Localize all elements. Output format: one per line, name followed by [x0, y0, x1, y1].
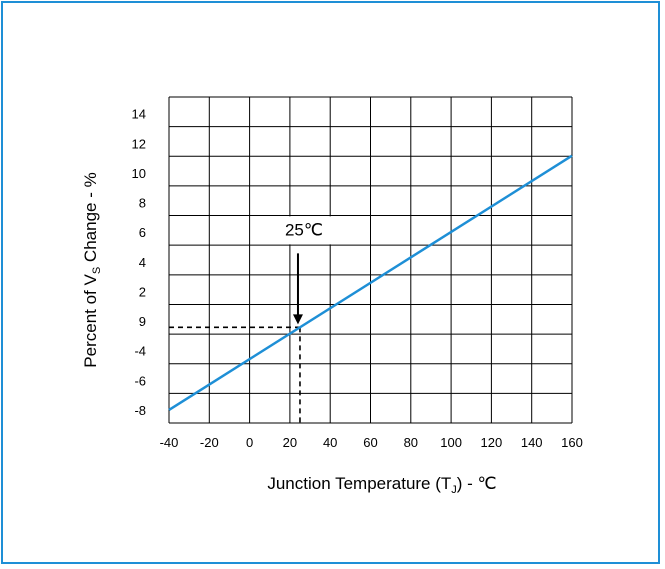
y-tick-label: 9 [139, 314, 146, 329]
annotation-label-background [261, 216, 346, 245]
chart-grid [168, 96, 573, 424]
x-tick-label: 20 [283, 435, 297, 450]
x-tick-label: 160 [561, 435, 583, 450]
y-tick-label: -4 [134, 344, 146, 359]
y-tick-labels: 14 12 10 8 6 4 2 9 -4 -6 -8 [132, 107, 146, 418]
y-tick-label: 6 [139, 225, 146, 240]
x-tick-label: -40 [160, 435, 179, 450]
y-tick-label: -8 [134, 403, 146, 418]
series-line [168, 154, 573, 412]
annotation-arrow-head [292, 314, 303, 325]
y-tick-label: 4 [139, 255, 146, 270]
x-tick-label: 100 [440, 435, 462, 450]
y-tick-label: -6 [134, 373, 146, 388]
x-tick-label: 140 [521, 435, 543, 450]
x-tick-label: 120 [481, 435, 503, 450]
x-axis-label: Junction Temperature (TJ) - ℃ [267, 474, 496, 496]
y-axis-label-suffix: Change - % [81, 172, 100, 267]
x-tick-label: 40 [323, 435, 337, 450]
y-tick-label: 14 [132, 107, 146, 122]
y-tick-label: 8 [139, 196, 146, 211]
annotation-label: 25℃ [285, 220, 323, 239]
x-axis-label-suffix: ) - ℃ [457, 474, 497, 493]
x-tick-labels: -40 -20 0 20 40 60 80 100 120 140 160 [160, 435, 583, 450]
y-axis-label-sub: S [91, 267, 103, 274]
reference-guides [169, 326, 301, 423]
y-tick-label: 2 [139, 284, 146, 299]
x-axis-label-sub: J [451, 484, 457, 496]
annotation-group: 25℃ [261, 216, 346, 325]
chart-series [168, 154, 573, 412]
x-tick-label: 0 [246, 435, 253, 450]
x-tick-label: 60 [363, 435, 377, 450]
y-axis-label: Percent of VS Change - % [81, 172, 103, 367]
y-axis-label-main: Percent of V [81, 273, 100, 367]
y-tick-label: 12 [132, 136, 146, 151]
x-axis-label-main: Junction Temperature (T [267, 474, 451, 493]
x-tick-label: 80 [404, 435, 418, 450]
x-tick-label: -20 [200, 435, 219, 450]
y-tick-label: 10 [132, 166, 146, 181]
